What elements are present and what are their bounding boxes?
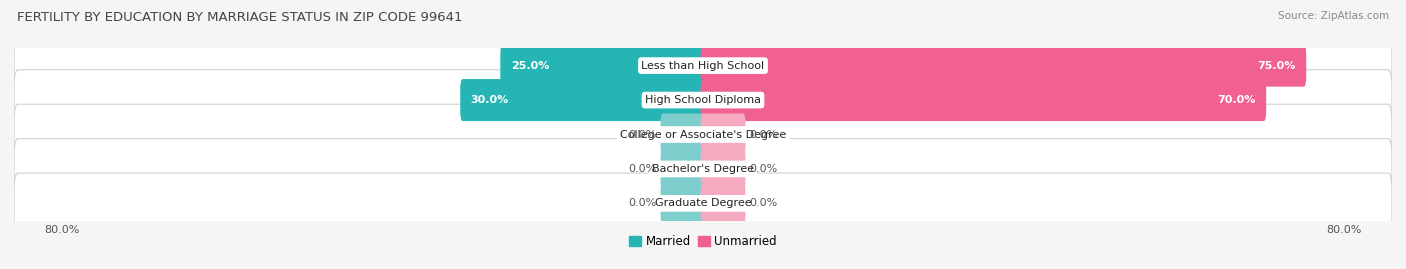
FancyBboxPatch shape	[14, 70, 1392, 130]
FancyBboxPatch shape	[700, 45, 1306, 87]
FancyBboxPatch shape	[14, 173, 1392, 234]
FancyBboxPatch shape	[661, 114, 706, 155]
FancyBboxPatch shape	[501, 45, 706, 87]
Text: 0.0%: 0.0%	[749, 198, 778, 208]
Text: Graduate Degree: Graduate Degree	[655, 198, 751, 208]
Legend: Married, Unmarried: Married, Unmarried	[624, 230, 782, 253]
Text: 0.0%: 0.0%	[628, 129, 657, 140]
Text: 0.0%: 0.0%	[628, 164, 657, 174]
Text: FERTILITY BY EDUCATION BY MARRIAGE STATUS IN ZIP CODE 99641: FERTILITY BY EDUCATION BY MARRIAGE STATU…	[17, 11, 463, 24]
FancyBboxPatch shape	[14, 35, 1392, 96]
Text: Less than High School: Less than High School	[641, 61, 765, 71]
Text: 0.0%: 0.0%	[749, 129, 778, 140]
FancyBboxPatch shape	[700, 79, 1267, 121]
FancyBboxPatch shape	[14, 139, 1392, 199]
FancyBboxPatch shape	[700, 114, 745, 155]
FancyBboxPatch shape	[700, 182, 745, 224]
Text: 75.0%: 75.0%	[1257, 61, 1296, 71]
Text: Bachelor's Degree: Bachelor's Degree	[652, 164, 754, 174]
FancyBboxPatch shape	[14, 104, 1392, 165]
FancyBboxPatch shape	[700, 148, 745, 190]
Text: 30.0%: 30.0%	[471, 95, 509, 105]
FancyBboxPatch shape	[460, 79, 706, 121]
Text: 0.0%: 0.0%	[628, 198, 657, 208]
Text: High School Diploma: High School Diploma	[645, 95, 761, 105]
FancyBboxPatch shape	[661, 148, 706, 190]
Text: College or Associate's Degree: College or Associate's Degree	[620, 129, 786, 140]
Text: 25.0%: 25.0%	[510, 61, 550, 71]
FancyBboxPatch shape	[661, 182, 706, 224]
Text: 70.0%: 70.0%	[1218, 95, 1256, 105]
Text: 0.0%: 0.0%	[749, 164, 778, 174]
Text: Source: ZipAtlas.com: Source: ZipAtlas.com	[1278, 11, 1389, 21]
